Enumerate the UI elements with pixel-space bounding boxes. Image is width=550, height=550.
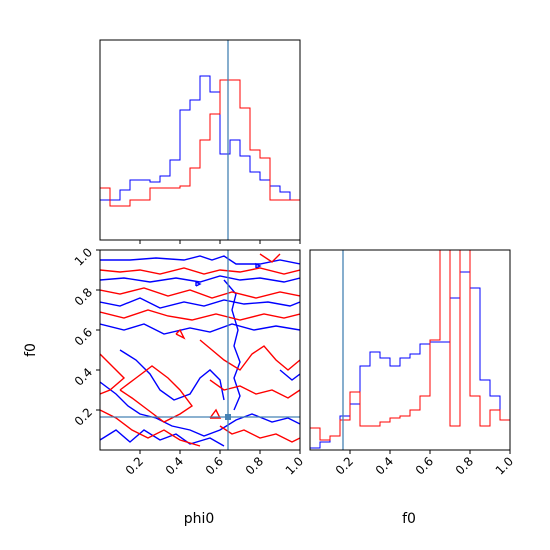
- contour-line-blue: [100, 381, 300, 437]
- y-tick-label: 0.4: [72, 365, 95, 388]
- contour-line-red: [119, 365, 194, 423]
- x-tick-label: 1.0: [493, 454, 516, 477]
- contour-line-blue: [100, 323, 300, 335]
- y-tick-label: 0.6: [72, 325, 95, 348]
- contour-phi0-f0-panel: 0.2 0.4 0.6 0.8 1.0 0.2 0.4 0.6 0.8 1.0: [72, 245, 306, 477]
- contour-line-red: [100, 309, 300, 321]
- contour-line-red: [209, 379, 300, 399]
- histogram-f0-panel: 0.2 0.4 0.6 0.8 1.0: [309, 249, 516, 478]
- histogram-series-red: [310, 250, 510, 450]
- y-tick-label: 1.0: [72, 245, 95, 268]
- contour-line-red: [259, 253, 281, 263]
- x-axis-label-phi0: phi0: [184, 511, 215, 527]
- panel-frame: [309, 249, 511, 451]
- contour-line-red: [209, 408, 222, 419]
- contour-line-blue: [255, 262, 262, 269]
- x-tick-label: 0.2: [123, 454, 146, 477]
- contour-line-blue: [195, 280, 202, 287]
- x-tick-label: 0.6: [203, 454, 226, 477]
- contour-line-red: [100, 287, 300, 299]
- contour-line-blue: [100, 429, 225, 447]
- contour-line-red: [100, 353, 126, 395]
- contour-line-red: [175, 328, 186, 340]
- y-tick-label: 0.2: [72, 405, 95, 428]
- x-tick-label: 0.8: [243, 454, 266, 477]
- contour-line-red: [100, 267, 300, 275]
- histogram-phi0-panel: [99, 39, 301, 244]
- truth-marker: [225, 414, 231, 420]
- x-tick-label: 1.0: [283, 454, 306, 477]
- contour-line-blue: [279, 369, 300, 381]
- contour-line-red: [100, 409, 201, 447]
- contour-line-blue: [100, 297, 300, 309]
- x-tick-label: 0.8: [453, 454, 476, 477]
- x-tick-label: 0.2: [333, 454, 356, 477]
- histogram-series-blue: [100, 75, 300, 240]
- y-axis-label-f0: f0: [23, 343, 39, 357]
- contour-line-blue: [223, 279, 241, 411]
- x-tick-label: 0.6: [413, 454, 436, 477]
- contour-line-blue: [100, 255, 300, 265]
- y-tick-label: 0.8: [72, 285, 95, 308]
- x-tick-label: 0.4: [163, 454, 186, 477]
- contour-line-blue: [119, 349, 225, 401]
- contour-line-blue: [100, 275, 300, 283]
- x-axis-label-f0: f0: [402, 511, 416, 527]
- panel-frame: [99, 39, 301, 241]
- x-tick-label: 0.4: [373, 454, 396, 477]
- contour-line-red: [199, 339, 300, 371]
- histogram-series-red: [100, 79, 300, 240]
- panel-frame: [99, 249, 301, 451]
- contour-line-red: [219, 425, 300, 443]
